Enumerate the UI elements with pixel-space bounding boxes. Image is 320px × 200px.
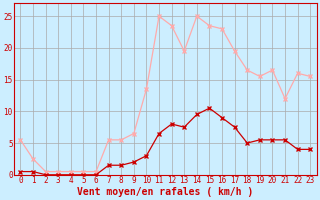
X-axis label: Vent moyen/en rafales ( km/h ): Vent moyen/en rafales ( km/h ) bbox=[77, 187, 253, 197]
